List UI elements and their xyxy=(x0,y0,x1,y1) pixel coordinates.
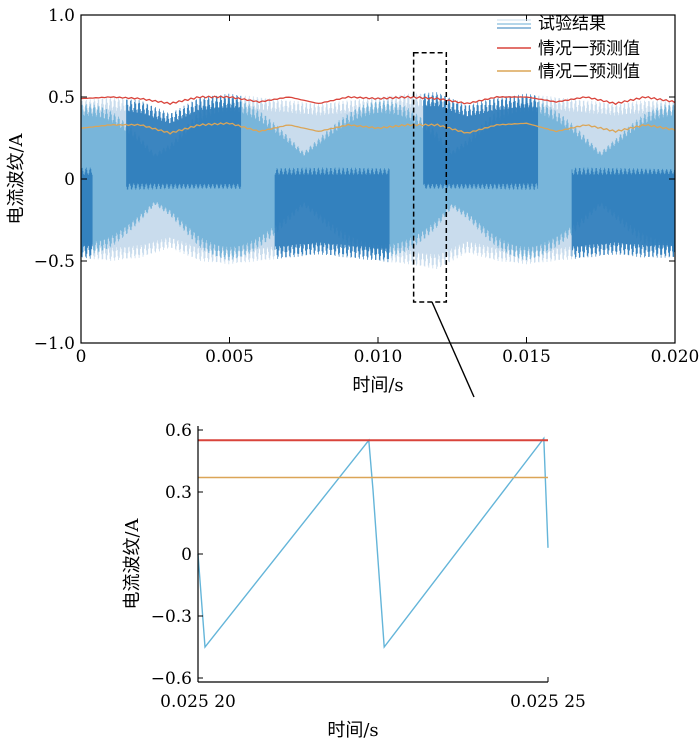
legend: 试验结果 情况一预测值 情况二预测值 xyxy=(497,14,640,82)
top-x-tick-label: 0.005 xyxy=(205,347,254,367)
top-x-tick-label: 0 xyxy=(76,347,87,367)
top-y-tick-label: 0 xyxy=(64,170,75,190)
bottom-y-tick-label: −0.3 xyxy=(151,607,192,627)
legend-label-experiment: 试验结果 xyxy=(538,14,606,34)
top-ticks: 0 0.005 0.010 0.015 0.020 −1.0 −0.5 0 0.5 1.0 xyxy=(34,6,700,367)
series-experiment-ripple-3 xyxy=(81,92,675,263)
series-case2-line xyxy=(81,121,675,135)
bottom-x-tick-label: 0.025 25 xyxy=(510,692,586,712)
top-x-tick-label: 0.015 xyxy=(502,347,551,367)
top-y-tick-label: −1.0 xyxy=(34,334,75,354)
top-x-tick-label: 0.020 xyxy=(651,347,700,367)
bottom-y-tick-label: 0.3 xyxy=(165,483,192,503)
top-plot-area xyxy=(81,92,675,269)
top-y-axis-label: 电流波纹/A xyxy=(6,132,27,224)
bottom-y-tick-label: −0.6 xyxy=(151,669,192,689)
bottom-x-tick-label: 0.025 20 xyxy=(160,692,236,712)
zoom-selection-box xyxy=(412,51,448,303)
zoom-pointer-line xyxy=(431,301,475,398)
legend-label-case2: 情况二预测值 xyxy=(538,62,640,82)
bottom-y-axis-label: 电流波纹/A xyxy=(122,517,143,609)
top-y-tick-label: 0.5 xyxy=(48,88,75,108)
bottom-y-tick-label: 0 xyxy=(181,545,192,565)
top-y-tick-label: 1.0 xyxy=(48,6,75,26)
bottom-ticks: −0.6 −0.3 0 0.3 0.6 0.025 20 0.025 25 xyxy=(151,421,586,712)
zoom-series-experiment xyxy=(197,436,549,649)
bottom-y-tick-label: 0.6 xyxy=(165,421,192,441)
bottom-chart: −0.6 −0.3 0 0.3 0.6 0.025 20 0.025 25 时间/s 电流波… xyxy=(122,421,586,741)
top-x-axis-label: 时间/s xyxy=(352,375,403,396)
bottom-plot-area xyxy=(197,436,549,649)
legend-label-case1: 情况一预测值 xyxy=(538,39,640,59)
top-y-tick-label: −0.5 xyxy=(34,252,75,272)
top-x-tick-label: 0.010 xyxy=(354,347,403,367)
top-chart: 0 0.005 0.010 0.015 0.020 −1.0 −0.5 0 0.5 1.0 时间/… xyxy=(6,6,700,398)
bottom-x-axis-label: 时间/s xyxy=(327,720,378,741)
series-case1-line xyxy=(81,95,675,106)
